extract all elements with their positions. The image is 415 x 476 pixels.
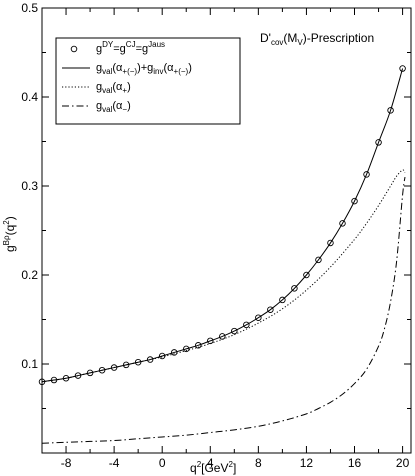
data-point bbox=[387, 107, 394, 114]
data-point bbox=[38, 378, 46, 386]
data-point bbox=[291, 285, 298, 292]
y-tick-label: 0.2 bbox=[21, 268, 38, 282]
legend: gDY=gCJ=gJaus gval(α+(−))+ginv(α+(−)) gval… bbox=[55, 37, 241, 125]
data-point bbox=[134, 358, 142, 366]
x-tick-label: -4 bbox=[109, 456, 120, 470]
data-point bbox=[182, 345, 190, 353]
data-point bbox=[219, 333, 226, 340]
data-point bbox=[279, 296, 286, 304]
axis-ticks: -8 -4 0 4 8 12 16 20 0.1 0.2 0.3 0.4 0.5 bbox=[21, 1, 411, 470]
data-point bbox=[170, 349, 178, 356]
legend-label: gval(α−) bbox=[96, 100, 131, 114]
x-tick-label: 20 bbox=[396, 456, 410, 470]
legend-box bbox=[55, 37, 241, 125]
data-point bbox=[267, 306, 274, 313]
data-point bbox=[62, 374, 70, 382]
prescription-annotation: D'cov(MV)-Prescription bbox=[260, 31, 374, 47]
data-point bbox=[315, 256, 322, 264]
data-point bbox=[243, 321, 250, 329]
y-tick-label: 0.5 bbox=[21, 1, 38, 15]
legend-label: gval(α+(−))+ginv(α+(−)) bbox=[96, 62, 192, 76]
x-tick-label: 12 bbox=[300, 456, 314, 470]
data-point bbox=[255, 314, 262, 321]
data-point bbox=[122, 361, 130, 369]
data-point bbox=[339, 220, 346, 227]
data-point bbox=[399, 65, 406, 72]
data-point bbox=[50, 376, 58, 384]
data-point bbox=[351, 197, 358, 205]
x-tick-label: 16 bbox=[348, 456, 362, 470]
legend-label: gDY=gCJ=gJaus bbox=[96, 40, 165, 55]
data-point bbox=[207, 337, 214, 345]
data-point bbox=[327, 239, 334, 247]
data-point bbox=[98, 366, 106, 374]
y-tick-label: 0.1 bbox=[21, 357, 38, 371]
legend-label: gval(α+) bbox=[96, 81, 131, 95]
series-line-dashdot bbox=[41, 177, 406, 444]
legend-marker bbox=[70, 45, 78, 53]
x-tick-label: 8 bbox=[255, 456, 262, 470]
x-tick-label: 4 bbox=[207, 456, 214, 470]
data-point bbox=[146, 356, 154, 363]
y-tick-label: 0.3 bbox=[21, 179, 38, 193]
data-point bbox=[303, 271, 310, 279]
data-point bbox=[231, 327, 238, 335]
data-point bbox=[110, 364, 118, 371]
x-axis-label: q2[GeV2] bbox=[190, 460, 236, 475]
data-point bbox=[363, 171, 370, 178]
data-point bbox=[195, 342, 202, 349]
y-tick-label: 0.4 bbox=[21, 90, 38, 104]
x-tick-label: -8 bbox=[61, 456, 72, 470]
data-point bbox=[375, 139, 382, 146]
data-point bbox=[74, 372, 82, 379]
x-tick-label: 0 bbox=[159, 456, 166, 470]
y-axis-label: gBρ(q2) bbox=[2, 216, 17, 252]
data-point bbox=[86, 369, 94, 377]
series-group bbox=[38, 65, 406, 444]
series-line-dotted bbox=[41, 169, 406, 383]
